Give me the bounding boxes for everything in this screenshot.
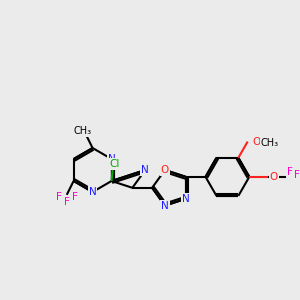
Text: O: O (161, 165, 169, 175)
Text: Cl: Cl (109, 159, 119, 169)
Text: CH₃: CH₃ (73, 126, 91, 136)
Text: F: F (287, 167, 292, 177)
Text: N: N (89, 187, 97, 197)
Text: N: N (141, 165, 149, 175)
Text: F: F (72, 192, 78, 202)
Text: CH₃: CH₃ (260, 138, 279, 148)
Text: N: N (182, 194, 190, 204)
Text: O: O (253, 136, 261, 147)
Text: O: O (270, 172, 278, 182)
Text: F: F (56, 192, 62, 202)
Text: N: N (108, 154, 116, 164)
Text: N: N (161, 201, 169, 211)
Text: F: F (64, 197, 70, 207)
Text: F: F (294, 170, 299, 180)
